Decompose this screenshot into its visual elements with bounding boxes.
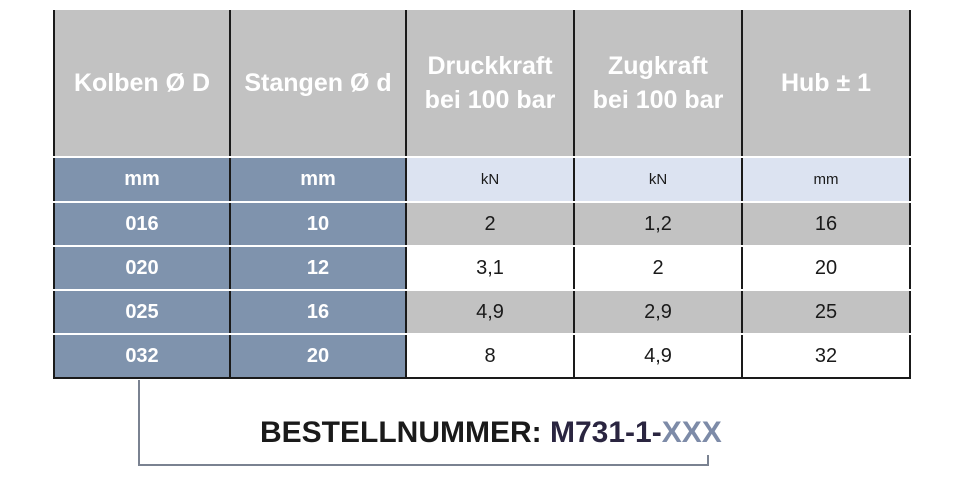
- header-line-2: bei 100 bar: [424, 86, 556, 114]
- table-cell: 016: [54, 202, 230, 247]
- table-cell: 2,9: [573, 290, 742, 335]
- table-cell: 025: [54, 290, 230, 335]
- table-cell: 1,2: [573, 202, 742, 247]
- table-cell: 3,1: [406, 246, 574, 291]
- unit-cell: mm: [54, 157, 230, 203]
- header-druckkraft: Druckkraft bei 100 bar: [405, 10, 574, 158]
- table-header-row: Kolben Ø D Stangen Ø d Druckkraft bei 10…: [54, 10, 910, 158]
- order-number-variable: XXX: [661, 416, 722, 449]
- table-cell: 2: [406, 202, 574, 247]
- header-stangen-diameter: Stangen Ø d: [229, 10, 406, 158]
- header-line: Zugkraft: [608, 52, 708, 80]
- unit-cell: kN: [573, 157, 742, 203]
- header-line: Druckkraft: [427, 52, 553, 80]
- table-cell: 032: [54, 334, 230, 378]
- table-row: 016 10 2 1,2 16: [54, 202, 910, 247]
- header-line-2: bei 100 bar: [592, 86, 724, 114]
- unit-cell: mm: [741, 157, 910, 203]
- header-kolben-diameter: Kolben Ø D: [54, 10, 230, 158]
- table-cell: 20: [229, 334, 407, 378]
- units-row: mm mm kN kN mm: [54, 157, 910, 203]
- unit-cell: kN: [406, 157, 574, 203]
- table-cell: 25: [741, 290, 910, 335]
- header-line: Hub ± 1: [780, 69, 872, 97]
- table-row: 025 16 4,9 2,9 25: [54, 290, 910, 335]
- order-number-label: BESTELLNUMMER:: [260, 416, 542, 449]
- table-cell: 2: [573, 246, 742, 291]
- specification-table: Kolben Ø D Stangen Ø d Druckkraft bei 10…: [53, 10, 911, 379]
- header-line: Stangen Ø d: [244, 69, 392, 97]
- header-line: Kolben Ø D: [73, 69, 211, 97]
- header-zugkraft: Zugkraft bei 100 bar: [573, 10, 742, 158]
- table-cell: 10: [229, 202, 407, 247]
- table-cell: 16: [229, 290, 407, 335]
- order-number: BESTELLNUMMER: M731-1-XXX: [260, 413, 722, 453]
- table-cell: 20: [741, 246, 910, 291]
- table-cell: 16: [741, 202, 910, 247]
- order-bracket-line: [138, 380, 709, 466]
- table-cell: 8: [406, 334, 574, 378]
- unit-cell: mm: [229, 157, 407, 203]
- table-cell: 020: [54, 246, 230, 291]
- table-cell: 4,9: [406, 290, 574, 335]
- table-row: 020 12 3,1 2 20: [54, 246, 910, 291]
- table-cell: 32: [741, 334, 910, 378]
- table-row: 032 20 8 4,9 32: [54, 334, 910, 378]
- table-cell: 12: [229, 246, 407, 291]
- order-number-prefix: M731-1-: [550, 416, 662, 449]
- order-bracket-tick: [707, 455, 709, 466]
- table-cell: 4,9: [573, 334, 742, 378]
- header-hub: Hub ± 1: [741, 10, 910, 158]
